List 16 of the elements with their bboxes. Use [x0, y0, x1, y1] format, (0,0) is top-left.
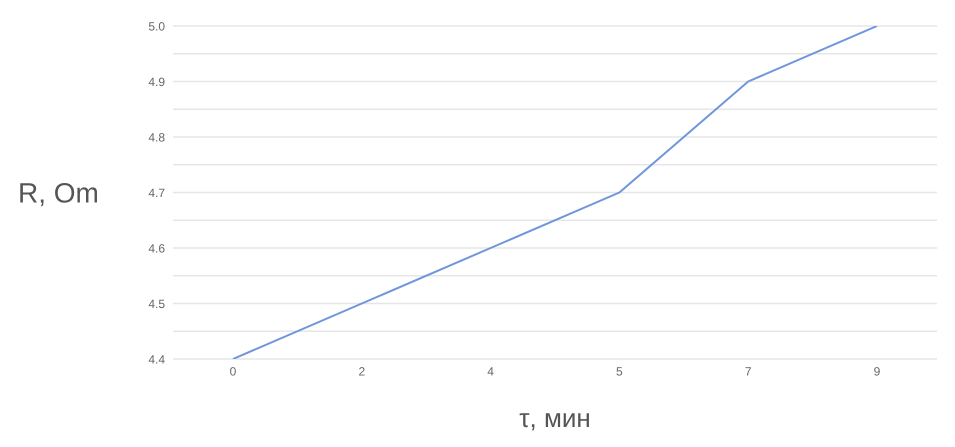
y-tick-label: 4.7 — [148, 186, 166, 200]
y-tick-label: 5.0 — [148, 19, 166, 34]
y-tick-label: 4.4 — [148, 352, 166, 366]
x-tick-label: 5 — [616, 364, 624, 379]
x-tick-label: 7 — [744, 364, 752, 379]
y-tick-label: 4.6 — [148, 241, 166, 256]
y-axis-title: R, Om — [18, 177, 99, 208]
x-tick-label: 4 — [487, 364, 494, 379]
line-series — [232, 26, 878, 359]
x-tick-label: 2 — [358, 364, 366, 379]
y-tick-label: 4.9 — [148, 74, 166, 89]
y-tick-label: 4.5 — [148, 296, 166, 311]
x-tick-label: 0 — [230, 364, 237, 379]
x-axis-title: τ, мин — [519, 403, 591, 433]
y-tick-label: 4.8 — [148, 130, 166, 144]
x-tick-label: 9 — [874, 364, 881, 379]
